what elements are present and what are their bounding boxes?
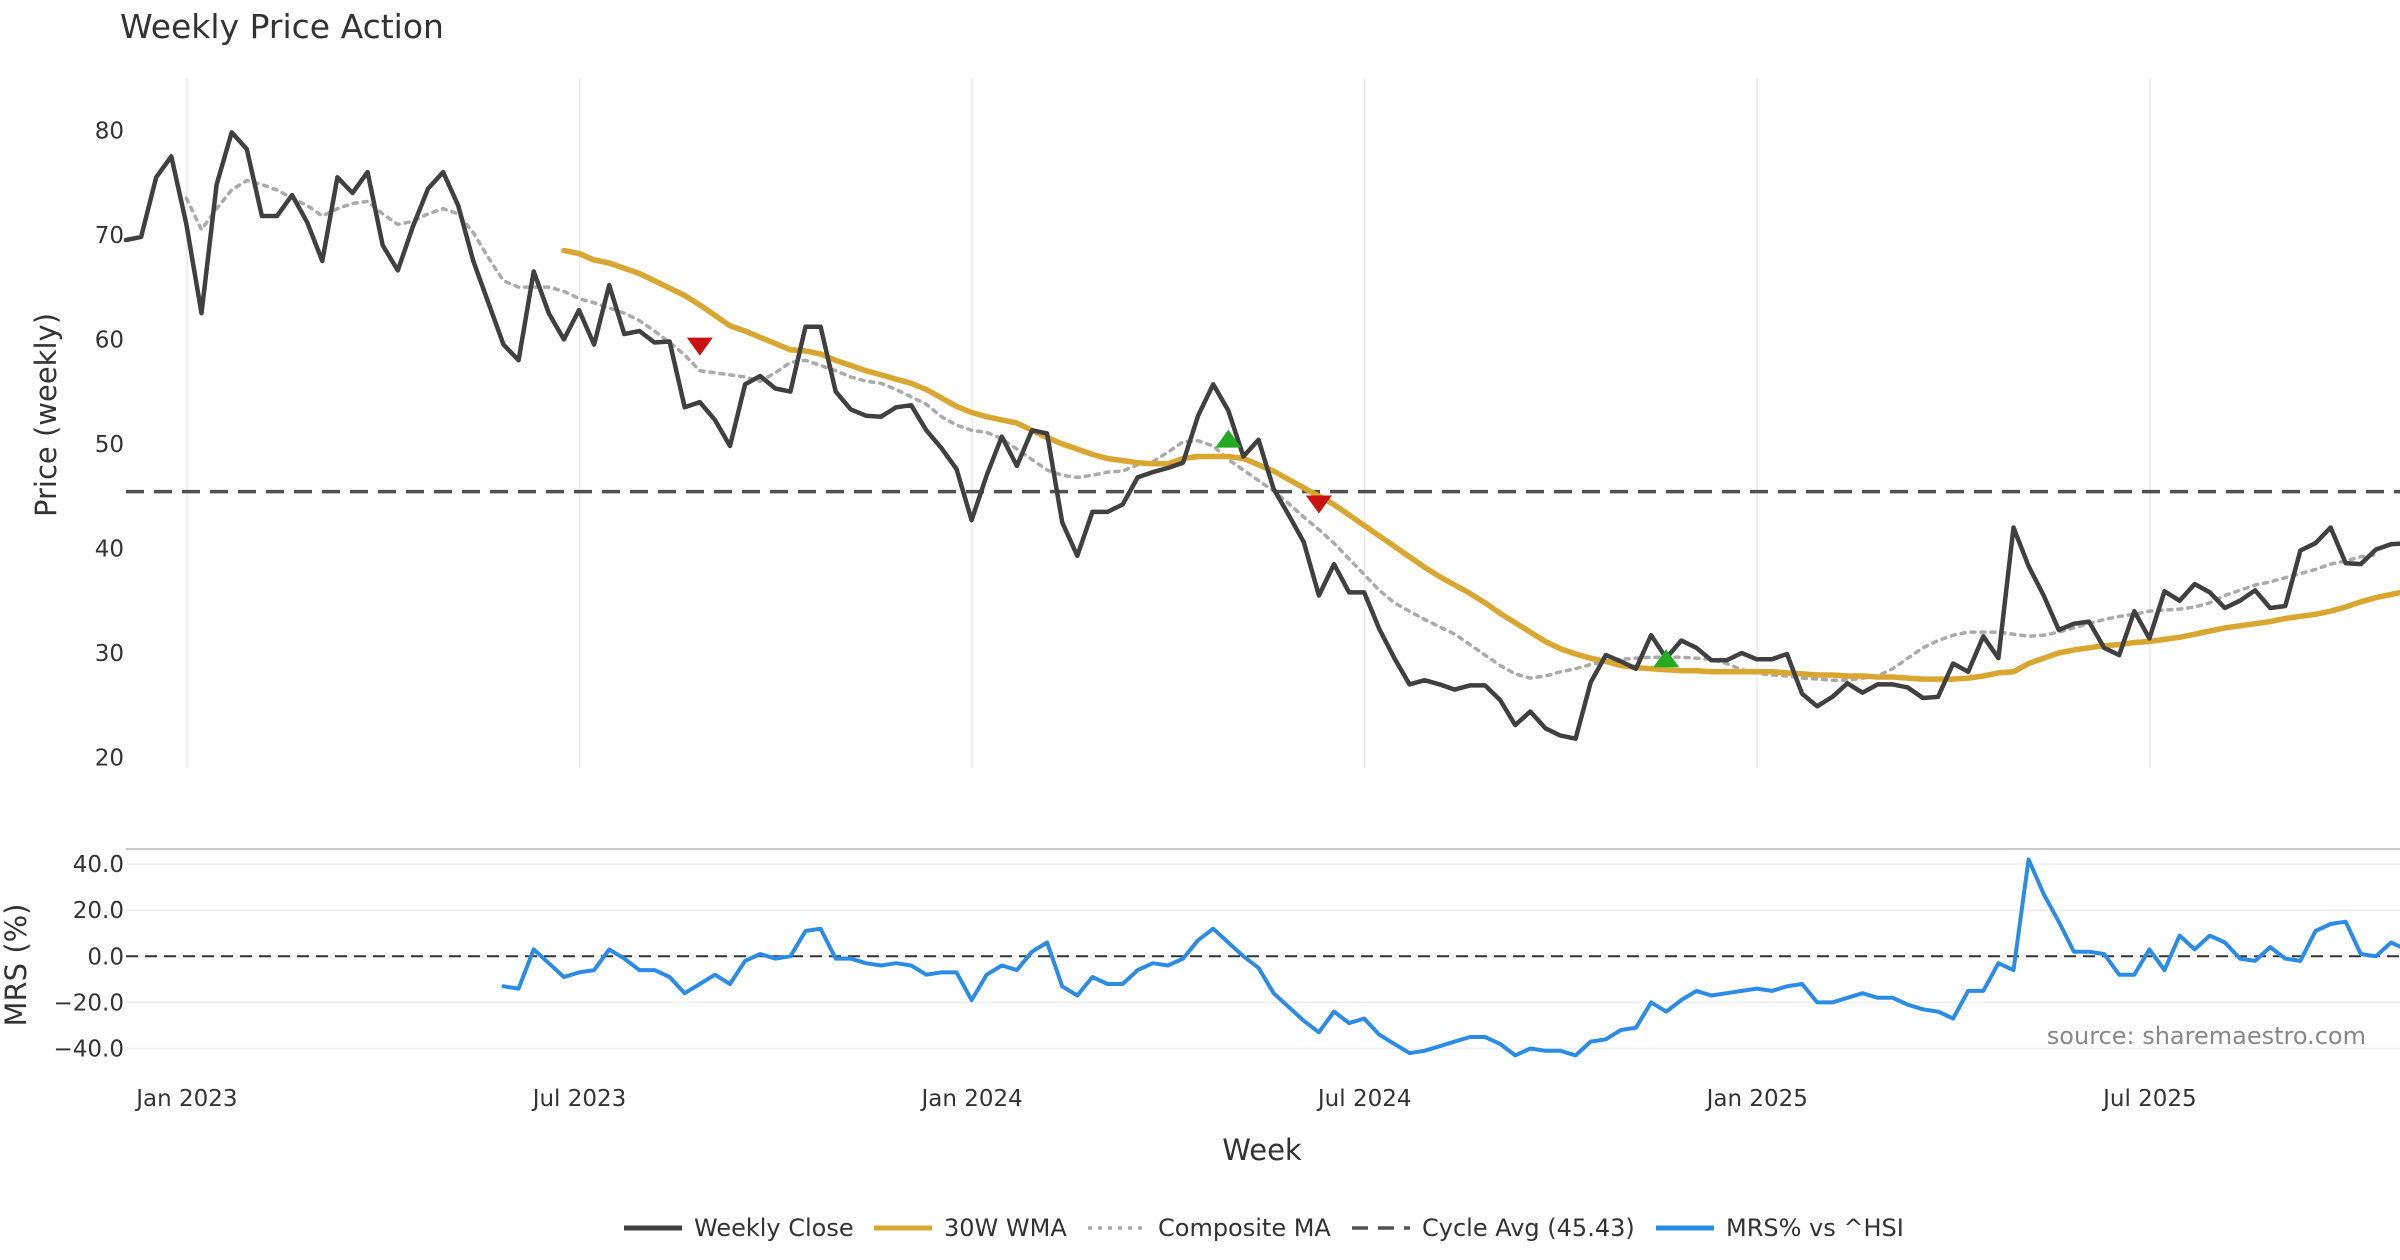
buy-signal-marker — [1215, 429, 1242, 448]
grid — [126, 78, 2400, 1050]
legend-label: MRS% vs ^HSI — [1726, 1214, 1904, 1242]
mrs-y-axis-title: MRS (%) — [0, 904, 33, 1027]
x-tick-label: Jan 2023 — [134, 1086, 237, 1112]
legend-label: Cycle Avg (45.43) — [1422, 1214, 1635, 1242]
mrs-y-tick-label: −20.0 — [54, 990, 124, 1016]
composite-ma-line — [184, 178, 2378, 682]
price-panel — [123, 130, 2400, 741]
price-y-tick-label: 50 — [95, 432, 124, 458]
legend-label: 30W WMA — [944, 1214, 1067, 1242]
price-y-tick-label: 20 — [95, 746, 124, 772]
x-tick-label: Jul 2025 — [2101, 1086, 2197, 1112]
x-tick-label: Jul 2023 — [531, 1086, 627, 1112]
source-note: source: sharemaestro.com — [2047, 1022, 2366, 1050]
x-tick-label: Jan 2024 — [919, 1086, 1022, 1112]
axes: Jan 2023 Jul 2023 Jan 2024 Jul 2024 Jan 2025… — [54, 118, 2197, 1112]
legend-label: Weekly Close — [694, 1214, 854, 1242]
sell-signal-marker — [686, 337, 713, 356]
price-y-tick-label: 40 — [95, 536, 124, 562]
price-y-axis-title: Price (weekly) — [29, 313, 63, 517]
wma-30w-line — [561, 247, 2400, 682]
mrs-y-tick-label: −40.0 — [54, 1036, 124, 1062]
price-y-tick-label: 70 — [95, 223, 124, 249]
x-tick-label: Jan 2025 — [1705, 1086, 1808, 1112]
mrs-y-tick-label: 40.0 — [73, 852, 124, 878]
x-axis-title: Week — [1222, 1133, 1302, 1167]
legend-label: Composite MA — [1158, 1214, 1331, 1242]
mrs-y-tick-label: 20.0 — [73, 898, 124, 924]
chart-title: Weekly Price Action — [120, 7, 444, 46]
price-y-tick-label: 30 — [95, 641, 124, 667]
buy-signal-marker — [1653, 649, 1680, 668]
price-y-tick-label: 60 — [95, 327, 124, 353]
legend: Weekly Close 30W WMA Composite MA Cycle Avg… — [624, 1214, 1904, 1242]
price-y-tick-label: 80 — [95, 118, 124, 144]
sell-signal-marker — [1305, 495, 1332, 514]
mrs-y-tick-label: 0.0 — [87, 944, 124, 970]
x-tick-label: Jul 2024 — [1316, 1086, 1412, 1112]
weekly-close-line — [123, 130, 2400, 741]
mrs-panel — [126, 857, 2400, 1058]
mrs-line — [501, 857, 2400, 1058]
